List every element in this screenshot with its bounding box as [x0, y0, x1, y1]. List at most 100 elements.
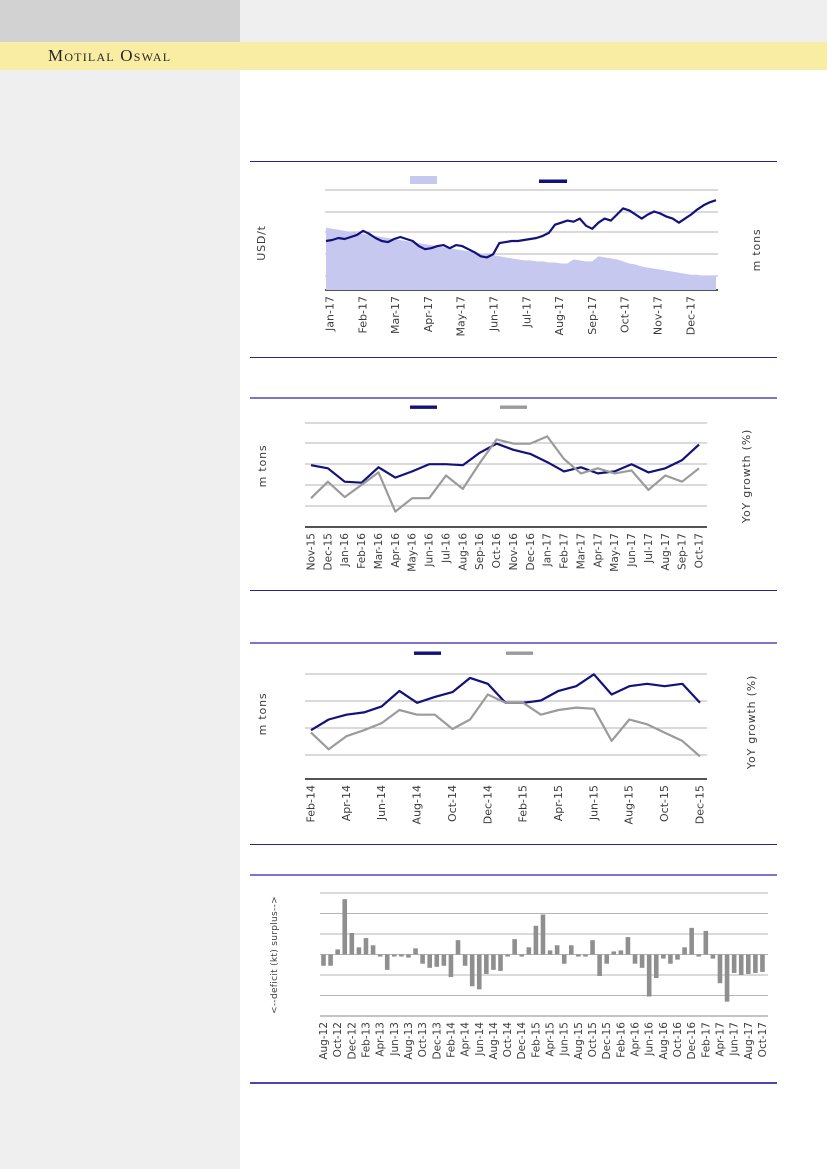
- svg-text:Jun-15: Jun-15: [587, 785, 600, 821]
- svg-text:Apr-14: Apr-14: [460, 1022, 472, 1057]
- svg-text:Aug-15: Aug-15: [623, 785, 636, 824]
- svg-text:Oct-16: Oct-16: [491, 533, 503, 569]
- header-strip: [240, 0, 827, 42]
- svg-text:Aug-12: Aug-12: [318, 1022, 330, 1060]
- brand-band: Motilal Oswal: [0, 42, 827, 70]
- svg-text:Nov-16: Nov-16: [508, 533, 520, 571]
- svg-text:Jan-16: Jan-16: [339, 533, 351, 568]
- svg-text:Jun-16: Jun-16: [424, 533, 436, 568]
- svg-text:Oct-14: Oct-14: [446, 785, 459, 822]
- svg-text:Apr-13: Apr-13: [375, 1022, 387, 1057]
- separator-rule: [250, 396, 777, 399]
- svg-text:Jun-17: Jun-17: [488, 296, 501, 332]
- svg-text:May-17: May-17: [609, 533, 621, 572]
- header-gray-box: [0, 0, 240, 42]
- svg-text:Jul-17: Jul-17: [643, 533, 655, 564]
- svg-text:Dec-14: Dec-14: [516, 1022, 528, 1060]
- svg-text:Oct-17: Oct-17: [694, 533, 706, 568]
- svg-text:May-17: May-17: [455, 296, 468, 337]
- svg-text:Mar-17: Mar-17: [575, 533, 587, 569]
- svg-text:Feb-16: Feb-16: [356, 533, 368, 569]
- svg-text:YoY growth (%): YoY growth (%): [745, 675, 758, 770]
- chart-1-area-line: Jan-17 Feb-17 Mar-17 Apr-17 May-17 Jun-17 Jul-…: [255, 176, 763, 337]
- separator-rule: [250, 160, 777, 162]
- svg-text:Dec-15: Dec-15: [693, 785, 706, 824]
- svg-text:Dec-16: Dec-16: [525, 533, 537, 571]
- svg-text:<--deficit (kt) surplus-: <--deficit (kt) surplus-->: [270, 896, 280, 1014]
- svg-text:Jun-17: Jun-17: [626, 533, 638, 568]
- brand-logo-text: Motilal Oswal: [48, 46, 172, 65]
- svg-text:Feb-17: Feb-17: [559, 533, 571, 569]
- svg-text:Dec-13: Dec-13: [431, 1022, 443, 1059]
- svg-text:Oct-17: Oct-17: [757, 1022, 769, 1057]
- svg-text:Dec-15: Dec-15: [601, 1022, 613, 1059]
- svg-text:Oct-12: Oct-12: [332, 1022, 344, 1057]
- svg-text:Apr-17: Apr-17: [592, 533, 604, 568]
- svg-text:Nov-15: Nov-15: [306, 533, 318, 570]
- svg-text:Feb-14: Feb-14: [305, 785, 318, 822]
- separator-rule: [250, 356, 777, 358]
- svg-text:Feb-17: Feb-17: [356, 296, 369, 333]
- svg-text:m tons: m tons: [256, 693, 269, 736]
- svg-text:Dec-14: Dec-14: [481, 785, 494, 824]
- svg-text:Nov-17: Nov-17: [652, 296, 665, 335]
- separator-rule: [250, 873, 777, 876]
- svg-text:Aug-13: Aug-13: [403, 1022, 415, 1060]
- left-margin-panel: [0, 70, 240, 1169]
- svg-text:Jan-17: Jan-17: [542, 533, 554, 567]
- svg-text:m tons: m tons: [256, 445, 269, 488]
- svg-text:Apr-14: Apr-14: [340, 785, 353, 821]
- svg-text:Jun-14: Jun-14: [375, 785, 388, 821]
- svg-text:Jun-15: Jun-15: [559, 1022, 571, 1057]
- chart-2-dual-line: Nov-15 Dec-15 Jan-16 Feb-16 Mar-16 Apr-16 May-…: [256, 405, 753, 572]
- svg-text:Aug-16: Aug-16: [457, 533, 469, 571]
- chart-4-deficit-surplus-bars: Aug-12 Oct-12 Dec-12 Feb-13 Apr-13 Jun-13 Aug-…: [270, 892, 769, 1060]
- svg-text:Feb-15: Feb-15: [530, 1022, 542, 1058]
- svg-text:Jun-16: Jun-16: [644, 1022, 656, 1057]
- svg-text:Aug-17: Aug-17: [553, 296, 566, 335]
- svg-text:Oct-17: Oct-17: [619, 296, 632, 333]
- svg-text:Aug-16: Aug-16: [658, 1022, 670, 1060]
- svg-text:Apr-15: Apr-15: [545, 1022, 557, 1057]
- svg-text:Oct-15: Oct-15: [587, 1022, 599, 1057]
- svg-text:Apr-17: Apr-17: [714, 1022, 726, 1057]
- svg-text:Oct-16: Oct-16: [672, 1022, 684, 1058]
- svg-text:Dec-15: Dec-15: [322, 533, 334, 570]
- svg-text:Dec-17: Dec-17: [684, 296, 697, 335]
- svg-text:Dec-12: Dec-12: [346, 1022, 358, 1059]
- svg-text:Dec-16: Dec-16: [686, 1022, 698, 1060]
- svg-text:Oct-13: Oct-13: [417, 1022, 429, 1057]
- svg-text:Sep-16: Sep-16: [474, 533, 486, 570]
- svg-text:Apr-15: Apr-15: [552, 785, 565, 821]
- svg-text:Jan-17: Jan-17: [324, 296, 337, 332]
- svg-text:Mar-16: Mar-16: [373, 533, 385, 570]
- svg-text:Feb-13: Feb-13: [360, 1022, 372, 1058]
- svg-text:Apr-16: Apr-16: [630, 1022, 642, 1057]
- separator-rule: [250, 843, 777, 845]
- separator-rule: [250, 1082, 777, 1084]
- svg-text:Aug-17: Aug-17: [743, 1022, 755, 1060]
- svg-text:m tons: m tons: [750, 229, 763, 272]
- svg-text:Jun-17: Jun-17: [729, 1022, 741, 1057]
- svg-text:Aug-17: Aug-17: [660, 533, 672, 571]
- separator-rule: [250, 641, 777, 644]
- svg-text:Aug-15: Aug-15: [573, 1022, 585, 1060]
- svg-text:Jul-16: Jul-16: [440, 533, 452, 564]
- chart-3-dual-line: Feb-14 Apr-14 Jun-14 Aug-14 Oct-14 Dec-14 Feb-…: [256, 651, 758, 824]
- svg-text:Feb-15: Feb-15: [517, 785, 530, 822]
- svg-text:Jun-13: Jun-13: [389, 1022, 401, 1057]
- svg-text:USD/t: USD/t: [255, 225, 268, 261]
- svg-text:Apr-16: Apr-16: [390, 533, 402, 568]
- svg-text:Oct-14: Oct-14: [502, 1022, 514, 1058]
- svg-text:YoY growth (%): YoY growth (%): [740, 429, 753, 524]
- svg-text:Sep-17: Sep-17: [586, 296, 599, 335]
- svg-text:Aug-14: Aug-14: [488, 1022, 500, 1060]
- svg-text:Feb-14: Feb-14: [445, 1022, 457, 1058]
- svg-text:Jul-17: Jul-17: [520, 296, 533, 328]
- svg-text:Jun-14: Jun-14: [474, 1022, 486, 1057]
- svg-text:Apr-17: Apr-17: [422, 296, 435, 332]
- svg-text:Oct-15: Oct-15: [658, 785, 671, 822]
- svg-text:May-16: May-16: [407, 533, 419, 572]
- svg-text:Feb-17: Feb-17: [700, 1022, 712, 1058]
